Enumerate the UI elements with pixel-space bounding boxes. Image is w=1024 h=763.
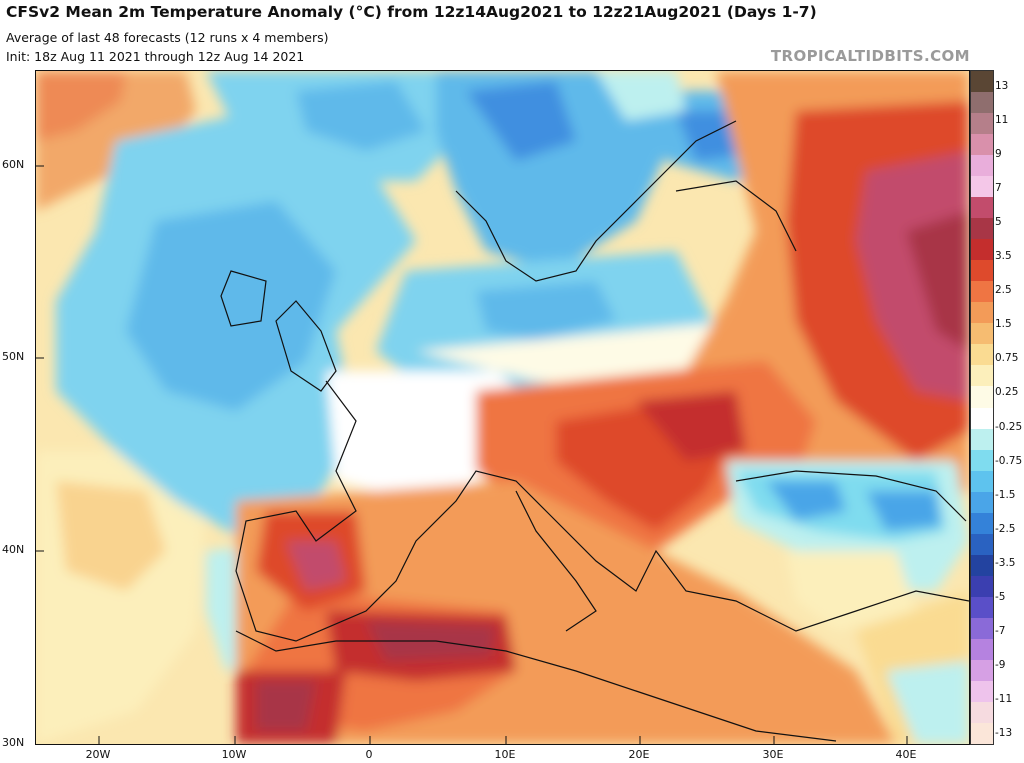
colorbar	[970, 70, 994, 745]
colorbar-swatch	[971, 428, 993, 450]
colorbar-swatch	[971, 617, 993, 639]
coastlines	[220, 120, 969, 742]
colorbar-label: 9	[995, 148, 1002, 161]
lon-label-30e: 30E	[762, 748, 784, 761]
colorbar-swatch	[971, 218, 993, 240]
colorbar-swatch	[971, 638, 993, 660]
colorbar-swatch	[971, 71, 993, 93]
colorbar-label: -0.75	[995, 454, 1023, 467]
colorbar-swatch	[971, 659, 993, 681]
colorbar-label: -3.5	[995, 556, 1016, 569]
lat-label-40n: 40N	[2, 543, 25, 556]
colorbar-label: -2.5	[995, 522, 1016, 535]
colorbar-label: 3.5	[995, 250, 1012, 263]
colorbar-label: 11	[995, 114, 1009, 127]
lon-label-20w: 20W	[85, 748, 111, 761]
colorbar-label: -0.25	[995, 420, 1023, 433]
lat-label-50n: 50N	[2, 350, 25, 363]
colorbar-swatch	[971, 197, 993, 219]
colorbar-swatch	[971, 407, 993, 429]
colorbar-swatch	[971, 596, 993, 618]
colorbar-label: 0.75	[995, 352, 1019, 365]
colorbar-swatch	[971, 680, 993, 702]
lon-label-0: 0	[365, 748, 373, 761]
colorbar-label: 0.25	[995, 386, 1019, 399]
colorbar-label: -11	[995, 692, 1013, 705]
colorbar-label: -13	[995, 727, 1013, 739]
colorbar-label: 2.5	[995, 284, 1012, 297]
colorbar-swatch	[971, 449, 993, 471]
colorbar-swatch	[971, 470, 993, 492]
colorbar-swatch	[971, 344, 993, 366]
colorbar-swatch	[971, 134, 993, 156]
graticule-ticks	[36, 165, 908, 744]
init-info: Init: 18z Aug 11 2021 through 12z Aug 14…	[6, 49, 305, 64]
colorbar-swatch	[971, 554, 993, 576]
colorbar-label: -5	[995, 590, 1006, 603]
brand-watermark: TROPICALTIDBITS.COM	[770, 47, 970, 65]
anomaly-map-graphic	[36, 71, 969, 744]
colorbar-swatch	[971, 239, 993, 261]
colorbar-swatch	[971, 701, 993, 723]
colorbar-label: -1.5	[995, 488, 1016, 501]
colorbar-label: 7	[995, 182, 1002, 195]
anomaly-map	[35, 70, 970, 745]
colorbar-swatch	[971, 323, 993, 345]
colorbar-swatch	[971, 92, 993, 114]
colorbar-swatch	[971, 575, 993, 597]
anomaly-field	[36, 71, 969, 744]
colorbar-swatch	[971, 722, 993, 744]
colorbar-swatch	[971, 533, 993, 555]
colorbar-swatch	[971, 113, 993, 135]
lat-label-60n: 60N	[2, 158, 25, 171]
colorbar-swatch	[971, 491, 993, 513]
lon-label-10e: 10E	[494, 748, 516, 761]
lat-label-30n: 30N	[2, 736, 25, 749]
colorbar-swatch	[971, 155, 993, 177]
colorbar-label: -7	[995, 624, 1006, 637]
lon-label-20e: 20E	[628, 748, 650, 761]
colorbar-label: -9	[995, 658, 1006, 671]
colorbar-swatch	[971, 365, 993, 387]
colorbar-swatch	[971, 281, 993, 303]
colorbar-label: 13	[995, 80, 1009, 92]
lon-label-40e: 40E	[895, 748, 917, 761]
map-title: CFSv2 Mean 2m Temperature Anomaly (°C) f…	[6, 3, 817, 21]
colorbar-label: 1.5	[995, 318, 1012, 331]
map-subtitle: Average of last 48 forecasts (12 runs x …	[6, 30, 329, 45]
colorbar-swatch	[971, 386, 993, 408]
colorbar-label: 5	[995, 216, 1002, 229]
colorbar-swatch	[971, 260, 993, 282]
colorbar-swatch	[971, 512, 993, 534]
colorbar-swatch	[971, 176, 993, 198]
lon-label-10w: 10W	[221, 748, 247, 761]
colorbar-swatch	[971, 302, 993, 324]
